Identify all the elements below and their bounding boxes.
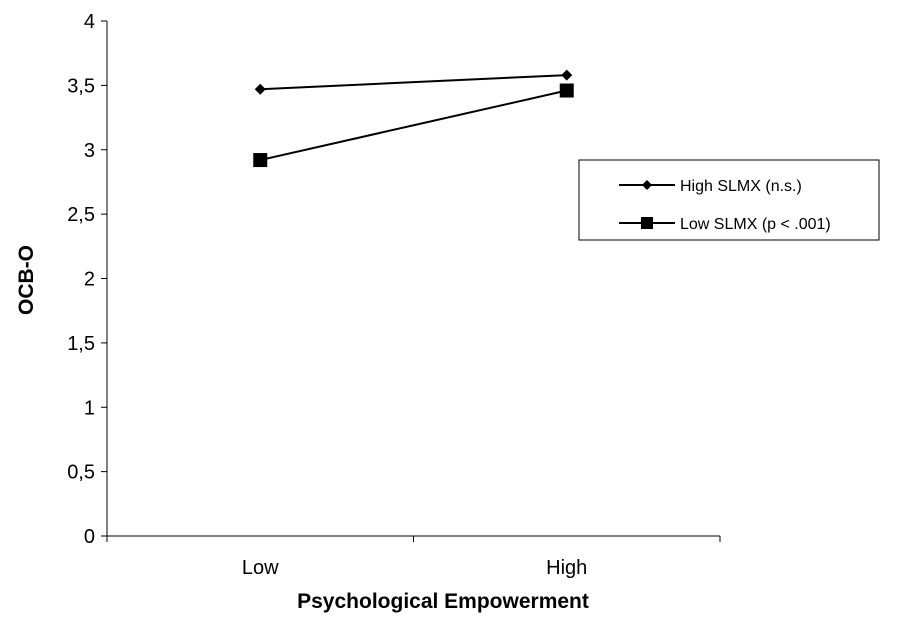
- y-tick-label: 3: [84, 140, 95, 162]
- data-point: [561, 69, 573, 81]
- legend-entry: High SLMX (n.s.): [619, 178, 802, 195]
- y-tick-label: 3,5: [67, 75, 95, 97]
- y-tick-label: 1: [84, 397, 95, 419]
- legend-marker: [641, 217, 653, 229]
- series-2: [253, 83, 574, 168]
- x-tick-label: High: [546, 557, 587, 579]
- y-axis-title: OCB-O: [15, 245, 38, 315]
- series-1: [254, 69, 573, 95]
- y-tick-label: 1,5: [67, 333, 95, 355]
- y-tick-label: 4: [84, 11, 95, 33]
- x-ticks: Low High: [106, 536, 721, 579]
- series-line: [260, 74, 567, 91]
- data-point: [559, 83, 574, 98]
- y-tick-label: 0,5: [67, 462, 95, 484]
- legend-label: High SLMX (n.s.): [680, 178, 802, 195]
- x-tick-label: Low: [242, 557, 279, 579]
- legend: High SLMX (n.s.) Low SLMX (p < .001): [578, 159, 880, 241]
- axes: [106, 21, 720, 537]
- legend-entry: Low SLMX (p < .001): [619, 216, 831, 233]
- data-point: [254, 83, 266, 95]
- y-tick-label: 0: [84, 526, 95, 548]
- x-axis-title: Psychological Empowerment: [297, 590, 589, 613]
- legend-label: Low SLMX (p < .001): [680, 216, 831, 233]
- legend-box: [578, 159, 880, 241]
- legend-marker: [642, 180, 652, 190]
- y-tick-label: 2: [84, 269, 95, 291]
- series-group: [253, 69, 574, 168]
- series-line: [260, 89, 567, 162]
- y-tick-label: 2,5: [67, 204, 95, 226]
- data-point: [253, 153, 268, 168]
- y-ticks: 0 0,5 1 1,5 2 2,5 3 3,5 4: [67, 11, 107, 548]
